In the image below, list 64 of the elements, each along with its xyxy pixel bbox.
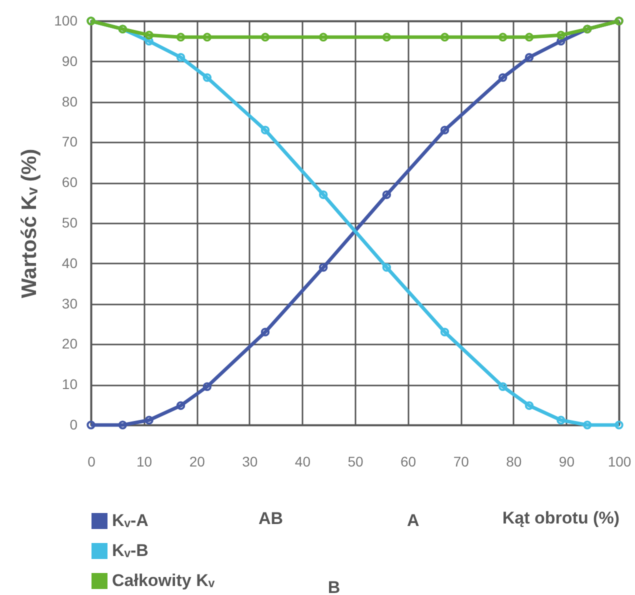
point [318, 190, 328, 200]
x-tick-label: 20 [189, 454, 206, 470]
point [202, 32, 212, 42]
x-tick-label: 90 [558, 454, 575, 470]
point [382, 190, 392, 200]
point [556, 36, 566, 46]
legend-label: Kᵥ-A [112, 511, 148, 530]
text: B [328, 578, 340, 595]
x-tick-label: 40 [294, 454, 311, 470]
point [440, 32, 450, 42]
point [144, 416, 154, 424]
point [202, 382, 212, 391]
y-tick-label: 0 [70, 416, 78, 432]
x-tick-label: 0 [88, 454, 96, 470]
y-tick-label: 80 [62, 93, 78, 110]
y-tick-label: 100 [54, 12, 78, 28]
y-tick-label: 20 [62, 336, 78, 352]
y-tick-label: 40 [62, 254, 78, 271]
y-tick-label: 60 [62, 174, 78, 190]
point [582, 420, 592, 430]
point [260, 126, 270, 134]
x-axis-title: Kąt obrotu (%) [502, 508, 620, 528]
point [382, 32, 392, 42]
y-tick-label: 30 [62, 295, 78, 312]
point [176, 53, 186, 62]
point [318, 263, 328, 272]
legend-label: Całkowity Kᵥ [112, 571, 216, 590]
point [382, 263, 392, 272]
x-tick-label: 10 [136, 454, 152, 470]
x-tick-label: 50 [348, 454, 364, 470]
point [524, 32, 534, 42]
text: A [407, 511, 420, 530]
legend-label: Kᵥ-B [112, 541, 148, 560]
x-tick-label: 60 [400, 454, 416, 470]
point [524, 401, 534, 410]
y-axis-title: Wartość Kᵥ (%) [18, 148, 42, 298]
text: AB [258, 509, 283, 528]
point [524, 53, 534, 62]
point [176, 32, 186, 42]
point [118, 420, 128, 430]
y-tick-label: 70 [62, 134, 78, 150]
x-tick-label: 70 [453, 454, 470, 470]
point [318, 32, 328, 42]
point [86, 420, 96, 430]
y-tick-label: 90 [62, 52, 78, 69]
point [144, 30, 154, 40]
point [498, 382, 508, 391]
x-tick-label: 100 [608, 454, 632, 470]
point [498, 73, 508, 82]
point [440, 126, 450, 134]
point [144, 36, 154, 46]
y-tick-label: 50 [62, 214, 78, 230]
point [202, 73, 212, 82]
y-tick-label: 10 [62, 376, 78, 392]
point [614, 420, 624, 430]
point [556, 416, 566, 424]
point [556, 30, 566, 40]
point [260, 32, 270, 42]
x-tick-label: 30 [242, 454, 258, 470]
point [176, 401, 186, 410]
point [440, 328, 450, 336]
point [498, 32, 508, 42]
point [260, 328, 270, 336]
x-tick-label: 80 [506, 454, 522, 470]
